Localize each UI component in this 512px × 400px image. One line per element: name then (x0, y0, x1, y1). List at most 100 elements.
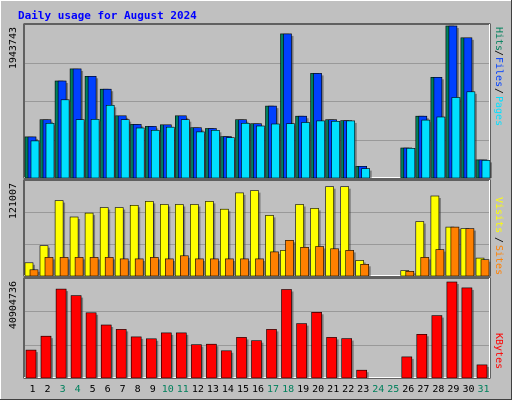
pages-bar (481, 160, 491, 179)
kbytes-bar (161, 332, 172, 379)
sites-bar (465, 228, 475, 277)
sites-bar (74, 257, 84, 277)
pages-bar (45, 123, 55, 179)
visits-bar (205, 201, 214, 277)
pages-bar (181, 119, 190, 179)
kbytes-bar (70, 295, 82, 379)
visits-bar (415, 221, 425, 277)
pages-bar (120, 119, 130, 179)
sites-bar (315, 246, 324, 277)
kbytes-bar (446, 281, 458, 379)
pages-bar (30, 140, 40, 179)
day-label: 1 (29, 384, 35, 395)
kbytes-panel: 40904736 KBytes (8, 277, 504, 379)
kbytes-bar (296, 323, 307, 379)
pages-bar (256, 125, 265, 179)
sites-bar (300, 247, 309, 277)
kbytes-bar (191, 344, 202, 379)
day-label: 14 (222, 384, 234, 395)
pages-bar (286, 123, 295, 179)
pages-bar (166, 126, 175, 179)
kbytes-bar (356, 369, 368, 379)
visits-bar (84, 212, 94, 277)
visits-bar (325, 186, 334, 277)
visits-bar (129, 205, 139, 277)
kbytes-bar (221, 350, 232, 379)
legend-pages: Pages (493, 96, 504, 126)
legend-files: Files (493, 57, 504, 87)
chart-title: Daily usage for August 2024 (18, 9, 197, 22)
visits-bar (190, 204, 199, 277)
visits-bar (175, 204, 184, 277)
day-label: 19 (297, 384, 309, 395)
kbytes-bar (281, 289, 292, 379)
kbytes-bar (326, 337, 337, 379)
day-label: 20 (312, 384, 324, 395)
kbytes-bar (416, 333, 428, 379)
visits-bar (235, 192, 244, 277)
legend-visits: Visits (493, 197, 504, 233)
pages-bar (135, 127, 145, 179)
sites-bar (285, 240, 294, 277)
sites-bar (435, 249, 445, 277)
legend-separator: / (493, 88, 504, 94)
kbytes-bar (311, 311, 322, 379)
visits-bar (220, 208, 229, 277)
visits-bar (69, 216, 79, 277)
pages-bar (301, 122, 310, 179)
visits-bar (54, 200, 64, 277)
sites-bar (210, 258, 219, 277)
visits-bar (265, 215, 274, 277)
y-max-label: 40904736 (8, 281, 19, 329)
day-label: 16 (252, 384, 264, 395)
day-label: 12 (192, 384, 204, 395)
kbytes-bar (100, 324, 112, 379)
kbytes-bar (130, 336, 142, 379)
visits-bar (250, 190, 259, 277)
visits-bar (99, 207, 109, 277)
visits-sites-panel: 121007 Visits / Sites (8, 179, 504, 277)
day-label: 25 (387, 384, 399, 395)
pages-bar (346, 120, 356, 179)
pages-bar (451, 97, 461, 179)
kbytes-bar (236, 337, 247, 379)
legend-kbytes: KBytes (493, 333, 504, 369)
visits-bar (160, 204, 169, 277)
pages-bar (60, 99, 70, 179)
pages-bar (316, 120, 325, 179)
day-label: 2 (44, 384, 50, 395)
day-label: 4 (75, 384, 81, 395)
day-label: 22 (342, 384, 354, 395)
legend-separator: / (493, 50, 504, 56)
pages-bar (196, 131, 205, 179)
visits-bar (114, 207, 124, 277)
sites-bar (44, 257, 54, 277)
legend-sites: Sites (493, 245, 504, 275)
pages-bar (226, 137, 235, 179)
y-max-label: 1943743 (8, 27, 19, 69)
sites-bar (89, 257, 99, 277)
visits-bar (340, 186, 350, 277)
day-label: 27 (417, 384, 429, 395)
day-labels: 1 2 3 4 5 6 7 8 9 10 11 12 13 14 15 16 17 18 19 20 21 22 23 24 2… (29, 384, 489, 395)
kbytes-bar (146, 338, 157, 379)
sites-bar (420, 257, 430, 277)
sites-bar (180, 255, 189, 277)
sites-bar (134, 258, 144, 277)
kbytes-bar (251, 340, 262, 379)
pages-bar (271, 123, 280, 179)
day-label: 7 (120, 384, 126, 395)
pages-bar (75, 119, 85, 179)
day-label: 5 (90, 384, 96, 395)
sites-bar (255, 258, 264, 277)
day-label: 29 (447, 384, 459, 395)
day-label: 30 (462, 384, 474, 395)
kbytes-bar (431, 315, 443, 379)
sites-bar (225, 258, 234, 277)
visits-bar (310, 208, 319, 277)
y-max-label: 121007 (8, 183, 19, 219)
legend-hits: Hits (493, 27, 504, 51)
sites-bar (29, 269, 39, 277)
kbytes-bar (266, 329, 277, 379)
day-label: 18 (282, 384, 294, 395)
